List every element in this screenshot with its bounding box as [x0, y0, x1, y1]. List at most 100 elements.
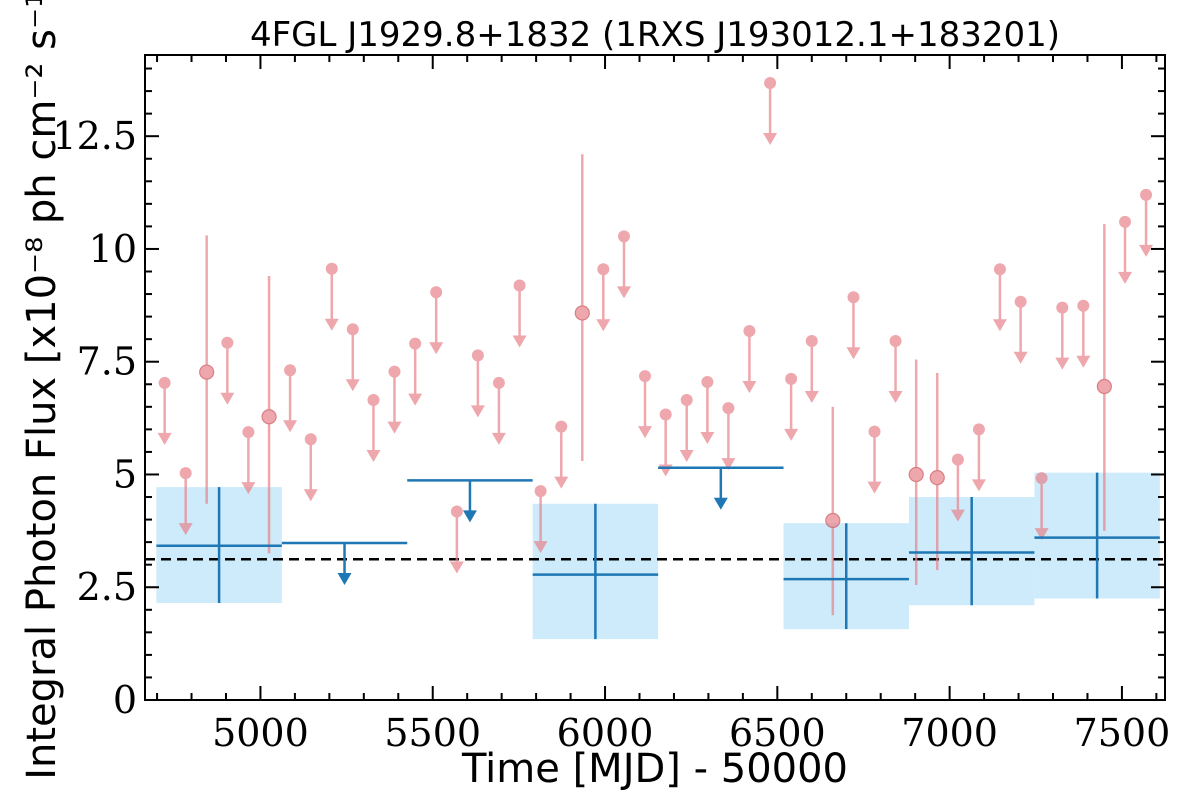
data-point [199, 364, 215, 380]
long-bin-bands [156, 472, 1160, 640]
upper-limit-marker [701, 376, 714, 389]
short-bin-point [825, 406, 841, 616]
upper-limit-marker [346, 323, 359, 336]
upper-limit-arrowhead [763, 132, 778, 145]
upper-limit-marker [242, 426, 255, 439]
short-bin-point [157, 376, 172, 445]
short-bin-point [1055, 301, 1070, 370]
upper-limit-marker [221, 336, 234, 349]
y-tick-label: 0 [113, 678, 137, 722]
data-point [574, 305, 590, 321]
axes [144, 54, 1166, 701]
upper-limit-arrowhead [700, 432, 715, 445]
short-bin-point [804, 334, 819, 403]
x-tick-label: 6000 [557, 711, 654, 755]
short-bin-point [387, 365, 402, 434]
upper-limit-arrowhead [992, 319, 1007, 332]
x-axis-label: Time [MJD] - 50000 [461, 746, 848, 792]
y-tick-label: 12.5 [52, 114, 137, 158]
upper-limit-marker [785, 372, 798, 385]
long-bin-point [908, 497, 1035, 606]
upper-limit-marker [680, 394, 693, 407]
short-bin-point [950, 453, 965, 522]
short-bin-point [1034, 472, 1049, 541]
short-bin-point [283, 364, 298, 433]
short-bin-points [157, 76, 1154, 616]
upper-limit-marker [617, 230, 630, 243]
short-bin-point [742, 325, 757, 394]
short-bin-point [700, 376, 715, 445]
upper-limit-arrowhead [950, 509, 965, 522]
short-bin-point [220, 336, 235, 405]
short-bin-point [366, 394, 381, 463]
upper-limit-arrowhead [1013, 351, 1028, 364]
upper-limit-arrowhead [157, 432, 172, 445]
x-tick-label: 7000 [901, 711, 998, 755]
data-point [929, 470, 945, 486]
short-bin-point [408, 337, 423, 406]
short-bin-point [596, 263, 611, 332]
upper-limit-arrowhead [784, 428, 799, 441]
y-tick-label: 2.5 [77, 565, 137, 609]
upper-limit-marker [639, 370, 652, 383]
upper-limit-arrowhead [512, 335, 527, 348]
short-bin-point [470, 349, 485, 418]
upper-limit-marker [388, 365, 401, 378]
upper-limit-arrowhead [638, 426, 653, 439]
short-bin-point [554, 420, 569, 489]
upper-limit-arrowhead [462, 510, 477, 523]
upper-limit-arrowhead [429, 342, 444, 355]
upper-limit-arrowhead [554, 476, 569, 489]
y-tick-label: 7.5 [77, 340, 137, 384]
upper-limit-marker [430, 286, 443, 299]
y-axis-label: Integral Photon Flux [x10⁻⁸ ph cm⁻² s⁻¹] [19, 0, 65, 780]
short-bin-point [429, 286, 444, 355]
short-bin-point [992, 263, 1007, 332]
upper-limit-arrowhead [220, 392, 235, 405]
x-tick-label: 6500 [729, 711, 826, 755]
upper-limit-arrowhead [1139, 244, 1154, 257]
upper-limit-marker [555, 420, 568, 433]
short-bin-point [261, 276, 277, 554]
upper-limit-arrowhead [470, 405, 485, 418]
short-bin-point [784, 372, 799, 441]
upper-limit-arrowhead [1076, 355, 1091, 368]
long-bin-point [407, 479, 533, 523]
upper-limit-marker [1056, 301, 1069, 314]
short-bin-point [679, 394, 694, 463]
short-bin-point [199, 235, 215, 504]
y-tick-label: 10 [89, 227, 137, 271]
upper-limit-marker [764, 76, 777, 89]
upper-limit-arrowhead [888, 390, 903, 403]
plot-frame [144, 54, 1166, 701]
chart-title: 4FGL J1929.8+1832 (1RXS J193012.1+183201… [250, 15, 1060, 55]
upper-limit-arrowhead [679, 450, 694, 463]
upper-limit-marker [534, 485, 547, 498]
long-bin-points [156, 466, 1160, 640]
upper-limit-arrowhead [241, 482, 256, 495]
upper-limit-marker [1077, 299, 1090, 312]
upper-limit-marker [1119, 215, 1132, 228]
tick-marks [145, 55, 1165, 701]
upper-limit-marker [409, 337, 422, 350]
short-bin-point [449, 505, 464, 574]
upper-limit-marker [805, 334, 818, 347]
short-bin-point [324, 262, 339, 331]
upper-limit-arrowhead [303, 489, 318, 502]
long-bin-point [1034, 472, 1160, 599]
upper-limit-marker [972, 423, 985, 436]
upper-limit-arrowhead [867, 481, 882, 494]
upper-limit-marker [868, 425, 881, 438]
upper-limit-marker [993, 263, 1006, 276]
long-bin-point [281, 541, 408, 586]
long-bin-point [783, 523, 909, 630]
short-bin-point [345, 323, 360, 392]
upper-limit-marker [889, 334, 902, 347]
upper-limit-marker [513, 279, 526, 292]
upper-limit-marker [367, 394, 380, 407]
upper-limit-marker [659, 408, 672, 421]
x-tick-label: 5500 [384, 711, 481, 755]
upper-limit-arrowhead [337, 573, 352, 586]
short-bin-point [929, 372, 945, 571]
